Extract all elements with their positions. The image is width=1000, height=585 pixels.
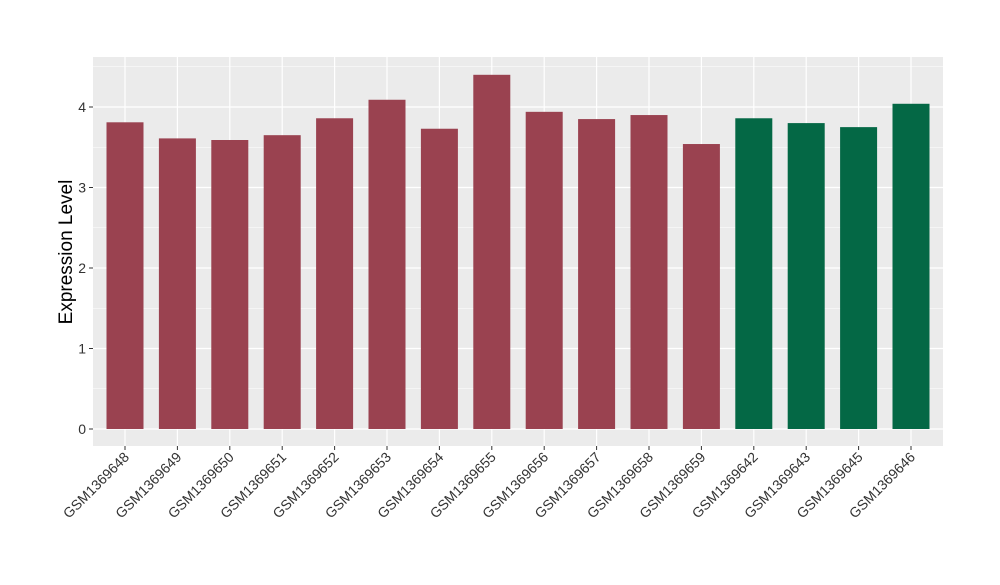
y-tick-label: 0 [78, 421, 86, 437]
bar-GSM1369651 [263, 135, 301, 430]
bar-GSM1369643 [787, 123, 825, 429]
bar-GSM1369656 [525, 111, 563, 429]
bar-GSM1369649 [158, 138, 196, 429]
bar-GSM1369646 [892, 103, 930, 429]
x-axis: GSM1369648GSM1369649GSM1369650GSM1369651… [60, 446, 918, 521]
bar-GSM1369642 [735, 118, 773, 430]
y-tick-label: 3 [78, 180, 86, 196]
bar-GSM1369650 [211, 140, 249, 429]
bar-GSM1369652 [316, 118, 354, 430]
y-axis-label: Expression Level [56, 180, 77, 325]
y-axis: 0 1 2 3 4 [78, 99, 93, 437]
y-tick-label: 2 [78, 260, 86, 276]
bar-GSM1369654 [420, 128, 458, 430]
y-tick-label: 4 [78, 99, 86, 115]
bar-GSM1369658 [630, 115, 668, 430]
bar-GSM1369655 [473, 74, 511, 430]
bars [106, 74, 930, 430]
bar-GSM1369648 [106, 122, 144, 430]
bar-GSM1369645 [840, 127, 878, 429]
bar-GSM1369659 [682, 144, 720, 429]
bar-GSM1369657 [578, 119, 616, 429]
y-tick-label: 1 [78, 341, 86, 357]
bar-GSM1369653 [368, 99, 406, 429]
